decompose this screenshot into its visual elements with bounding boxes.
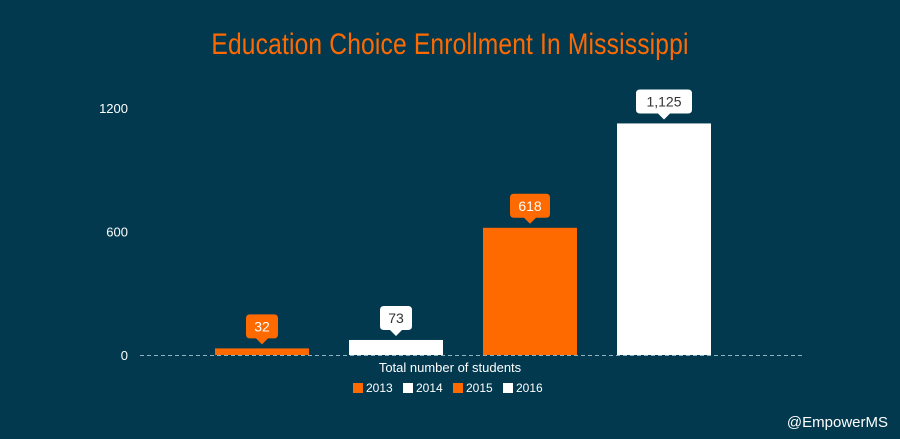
legend-label-2013: 2013 [366,381,393,395]
legend-swatch-2015 [453,383,463,393]
data-label-2015: 618 [518,198,542,214]
data-label-2016: 1,125 [646,93,681,109]
data-label-callout-2016 [636,89,692,120]
credit-handle: @EmpowerMS [786,414,888,431]
data-label-callout-2013 [246,314,278,345]
bar-2014 [349,339,443,355]
bar-2015 [483,227,577,355]
legend-label-2015: 2015 [466,381,493,395]
legend-swatch-2014 [403,383,413,393]
legend-swatch-2013 [353,383,363,393]
data-label-callout-2014 [380,305,412,336]
y-tick-label: 600 [106,225,128,240]
y-tick-label: 0 [121,348,128,363]
bar-2016 [617,123,711,355]
data-label-2014: 73 [388,310,404,326]
x-category-label: Total number of students [379,360,522,375]
legend-label-2014: 2014 [416,381,443,395]
legend-label-2016: 2016 [516,381,543,395]
data-label-2013: 32 [254,318,270,334]
y-tick-label: 1200 [99,101,128,116]
bar-2013 [215,348,309,355]
data-label-callout-2015 [510,193,550,224]
chart-title: Education Choice Enrollment In Mississip… [211,28,689,61]
legend-swatch-2016 [503,383,513,393]
